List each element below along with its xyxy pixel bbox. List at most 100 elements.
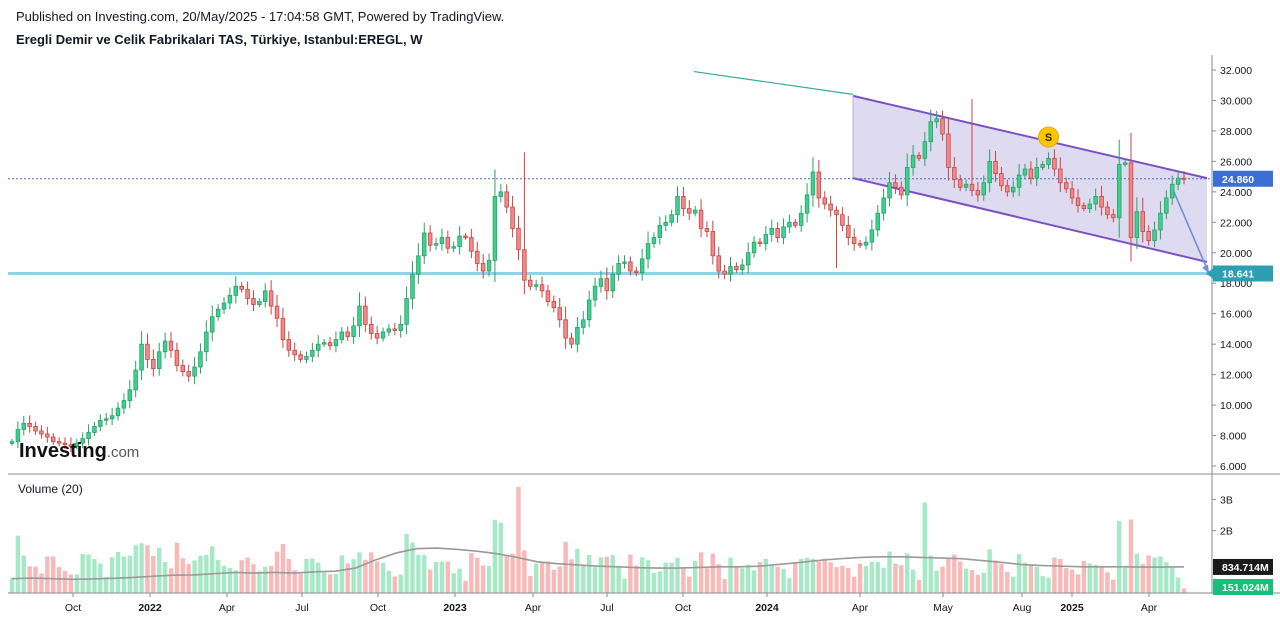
price-tick-label: 12.000	[1220, 370, 1252, 382]
volume-bar	[1170, 567, 1175, 593]
candle	[1105, 201, 1110, 220]
candle	[569, 332, 574, 349]
time-tick-label: 2022	[138, 602, 162, 614]
candle-body	[516, 228, 521, 251]
time-tick-label: Apr	[525, 602, 542, 614]
volume-bar	[316, 562, 321, 593]
candle	[74, 439, 80, 450]
candle	[56, 437, 62, 447]
candle	[286, 331, 292, 357]
candle-body	[1175, 177, 1181, 185]
volume-bar	[1181, 588, 1187, 593]
candle-body	[910, 154, 916, 168]
candle-body	[245, 288, 250, 299]
current-price-badge-text: 24.860	[1222, 174, 1254, 186]
volume-bar	[286, 558, 292, 593]
candle-body	[946, 133, 951, 168]
candle	[757, 237, 763, 248]
time-tick-label: Oct	[675, 602, 691, 614]
volume-bar	[68, 574, 74, 593]
volume-bar	[475, 557, 480, 593]
candle-body	[215, 308, 221, 318]
volume-bar	[233, 570, 239, 593]
candle-body	[740, 264, 745, 270]
candle-body	[174, 349, 180, 366]
volume-bar	[292, 570, 297, 593]
candle-body	[763, 234, 769, 245]
candle-body	[109, 415, 115, 420]
candle	[675, 186, 680, 223]
volume-bar	[1005, 571, 1010, 593]
candle	[1016, 163, 1022, 197]
candle	[374, 325, 380, 345]
candle-body	[622, 261, 627, 264]
candles	[9, 98, 1187, 453]
candle	[975, 181, 981, 202]
candle-body	[1010, 186, 1016, 193]
candle	[251, 290, 256, 312]
candle-body	[339, 331, 345, 340]
channel-upper-line	[852, 94, 1208, 180]
candle-body	[687, 208, 692, 214]
candle	[922, 131, 928, 167]
volume-bar	[345, 563, 350, 593]
candle	[1034, 157, 1039, 187]
volume-bar	[1087, 563, 1092, 593]
candle	[145, 333, 150, 368]
candle-body	[333, 339, 339, 347]
volume-bar	[910, 569, 916, 593]
candle-body	[1022, 168, 1028, 176]
volume-bar	[51, 556, 56, 593]
candle	[498, 184, 504, 203]
candle-body	[692, 209, 698, 214]
candle-body	[1164, 197, 1169, 214]
candle-body	[316, 343, 321, 351]
candle-body	[1028, 168, 1034, 179]
candle-body	[793, 221, 798, 226]
volume-bar	[934, 570, 939, 593]
candle	[869, 219, 875, 251]
candle	[804, 183, 810, 223]
candle	[639, 248, 645, 281]
candle	[27, 415, 32, 433]
volume-bar	[392, 576, 398, 593]
volume-bar	[851, 576, 857, 593]
price-tick-label: 16.000	[1220, 309, 1252, 321]
candle	[68, 437, 74, 453]
candle-body	[769, 228, 774, 235]
candle-body	[422, 232, 427, 257]
candle	[1116, 139, 1122, 238]
volume-bar	[1046, 577, 1051, 593]
candle-body	[957, 179, 963, 188]
candle-body	[127, 389, 133, 401]
volume-bar	[563, 541, 568, 593]
candle	[663, 215, 668, 232]
candle	[604, 267, 610, 300]
volume-bar	[1175, 577, 1181, 593]
candle	[486, 253, 492, 277]
candle-body	[1105, 206, 1110, 216]
candle-body	[1052, 157, 1057, 170]
volume-bar	[492, 519, 498, 593]
volume-bar	[1034, 566, 1039, 593]
volume-bar	[280, 543, 286, 593]
candle-body	[15, 429, 21, 443]
candle	[180, 359, 186, 377]
candle	[1111, 209, 1116, 223]
volume-bar	[740, 568, 745, 593]
candle	[168, 331, 174, 358]
volume-bar	[622, 578, 627, 593]
volume-bar	[174, 542, 180, 593]
volume-bar	[1064, 568, 1069, 593]
candle	[351, 316, 356, 344]
time-tick-label: Aug	[1013, 602, 1032, 614]
volume-bar	[516, 486, 521, 593]
candle-body	[404, 298, 409, 325]
candle-body	[616, 263, 621, 275]
volume-bar	[374, 561, 380, 593]
candle	[492, 169, 498, 282]
candle	[475, 241, 480, 272]
volume-bar	[681, 566, 686, 593]
volume-bar	[539, 562, 545, 593]
